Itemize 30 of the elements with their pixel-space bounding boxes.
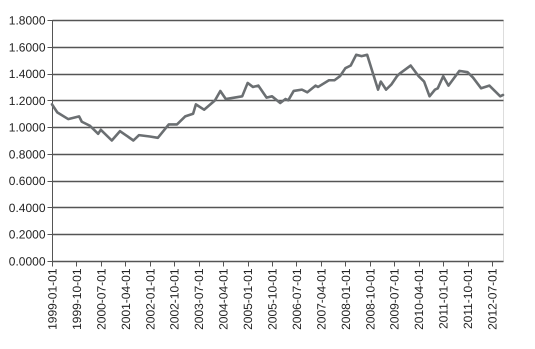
- x-tick-label: 2008-01-01: [338, 268, 353, 330]
- x-tick-label: 2011-01-01: [436, 268, 451, 329]
- y-tick-label: 1.2000: [8, 94, 46, 108]
- y-tick-label: 0.2000: [8, 228, 46, 242]
- y-tick-label: 1.6000: [8, 40, 46, 54]
- x-tick-label: 2006-07-01: [290, 268, 304, 330]
- y-tick-label: 0.0000: [8, 254, 46, 268]
- x-tick-label: 2002-10-01: [168, 268, 182, 330]
- x-tick-label: 2011-10-01: [461, 268, 476, 329]
- y-tick-label: 0.4000: [8, 200, 46, 215]
- x-tick-label: 2007-04-01: [314, 268, 328, 330]
- x-tick-label: 2000-07-01: [94, 268, 108, 330]
- line-series: [50, 54, 504, 142]
- x-tick-label: 2005-10-01: [266, 268, 280, 330]
- x-tick-label: 2010-04-01: [412, 268, 426, 330]
- y-tick-label: 0.8000: [8, 147, 46, 162]
- x-tick-label: 1999-01-01: [46, 268, 60, 330]
- x-tick-label: 2009-07-01: [388, 268, 402, 330]
- x-tick-label: 1999-10-01: [70, 268, 84, 330]
- y-tick-label: 1.4000: [8, 67, 46, 82]
- x-tick-label: 2008-10-01: [363, 268, 378, 330]
- x-tick-label: 2001-04-01: [118, 268, 133, 330]
- y-tick-label: 1.0000: [8, 120, 46, 135]
- x-tick-label: 2005-01-01: [241, 268, 256, 330]
- y-tick-label: 1.8000: [8, 14, 46, 28]
- x-tick-label: 2002-01-01: [143, 268, 158, 330]
- y-tick-label: 0.6000: [8, 174, 46, 188]
- x-tick-label: 2003-07-01: [192, 268, 206, 330]
- x-tick-label: 2012-07-01: [486, 268, 500, 330]
- x-tick-label: 2004-04-01: [216, 268, 231, 330]
